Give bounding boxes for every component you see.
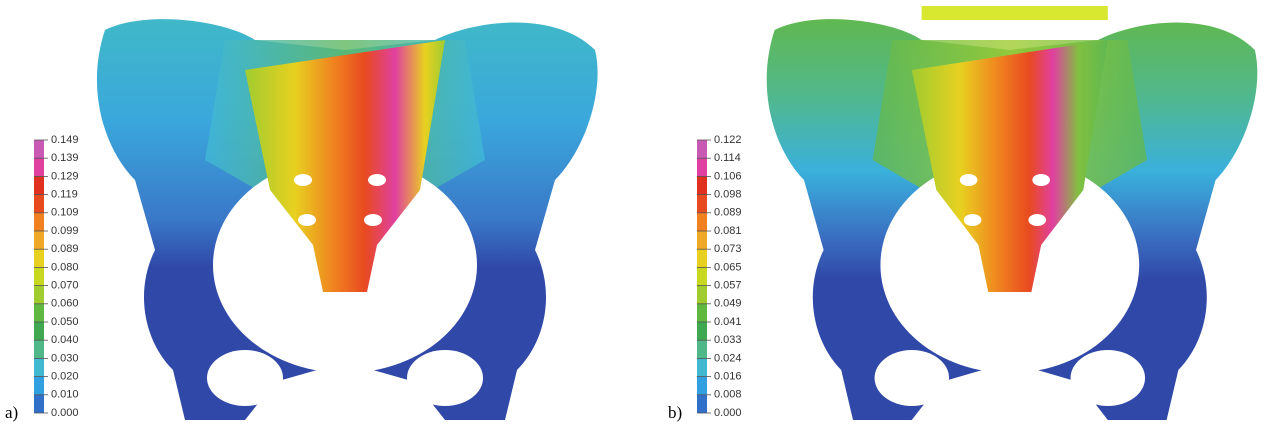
panel-label: a) (5, 403, 18, 422)
sacral-foramen (964, 214, 982, 226)
figure: 0.149 0.139 0.129 0.119 0.109 0.099 0.089 0.080… (0, 0, 1266, 429)
scale-band (697, 358, 707, 376)
scale-band (34, 377, 44, 395)
scale-label: 0.065 (714, 261, 742, 273)
scale-band (34, 395, 44, 413)
obturator-foramen (875, 350, 949, 406)
scale-label: 0.109 (51, 207, 79, 219)
scale-band (697, 340, 707, 358)
scale-label: 0.139 (51, 152, 79, 164)
scale-label: 0.089 (714, 207, 742, 219)
scale-label: 0.073 (714, 243, 742, 255)
scale-label: 0.080 (51, 261, 79, 273)
scale-label: 0.049 (714, 298, 742, 310)
obturator-foramen (1071, 350, 1145, 406)
scale-band (34, 231, 44, 249)
scale-band (697, 322, 707, 340)
scale-band (34, 249, 44, 267)
scale-label: 0.089 (51, 243, 79, 255)
scale-label: 0.050 (51, 316, 79, 328)
scale-band (697, 213, 707, 231)
scale-band (697, 395, 707, 413)
sacral-foramen (364, 214, 382, 226)
scale-label: 0.030 (51, 352, 79, 364)
scale-label: 0.122 (714, 134, 742, 146)
scale-label: 0.020 (51, 371, 79, 383)
scale-band (34, 213, 44, 231)
scale-band (34, 304, 44, 322)
scale-band (697, 195, 707, 213)
scale-band (34, 340, 44, 358)
scale-label: 0.114 (714, 152, 741, 164)
scale-band (697, 267, 707, 285)
scale-band (697, 176, 707, 194)
pelvis (97, 19, 598, 420)
sacral-foramen (294, 174, 312, 186)
scale-band (697, 377, 707, 395)
pelvis (767, 6, 1258, 420)
sacral-foramen (1032, 174, 1050, 186)
scale-band (34, 176, 44, 194)
sacral-foramen (298, 214, 316, 226)
sacral-foramen (368, 174, 386, 186)
scale-label: 0.016 (714, 371, 742, 383)
scale-band (34, 322, 44, 340)
scale-label: 0.000 (714, 407, 742, 419)
scale-band (34, 358, 44, 376)
scale-label: 0.149 (51, 134, 79, 146)
scale-label: 0.057 (714, 280, 742, 292)
scale-label: 0.119 (51, 189, 78, 201)
scale-label: 0.081 (714, 225, 742, 237)
scale-band (34, 158, 44, 176)
scale-label: 0.106 (714, 170, 742, 182)
scale-band (697, 158, 707, 176)
scale-band (34, 286, 44, 304)
scale-label: 0.033 (714, 334, 742, 346)
scale-label: 0.129 (51, 170, 79, 182)
scale-label: 0.099 (51, 225, 79, 237)
scale-band (34, 140, 44, 158)
scale-label: 0.008 (714, 389, 742, 401)
scale-band (34, 195, 44, 213)
scale-band (697, 140, 707, 158)
scale-label: 0.000 (51, 407, 79, 419)
scale-label: 0.041 (714, 316, 742, 328)
sacral-foramen (960, 174, 978, 186)
scale-band (697, 286, 707, 304)
sacral-foramen (1028, 214, 1046, 226)
scale-band (34, 267, 44, 285)
scale-band (697, 231, 707, 249)
scale-label: 0.098 (714, 189, 742, 201)
obturator-foramen (207, 350, 283, 406)
scale-band (697, 304, 707, 322)
scale-band (697, 249, 707, 267)
scale-label: 0.040 (51, 334, 79, 346)
panel-label: b) (668, 403, 682, 422)
fixation-plate (922, 6, 1108, 20)
scale-label: 0.024 (714, 352, 742, 364)
scale-label: 0.010 (51, 389, 79, 401)
scale-label: 0.070 (51, 280, 79, 292)
obturator-foramen (407, 350, 483, 406)
scale-label: 0.060 (51, 298, 79, 310)
